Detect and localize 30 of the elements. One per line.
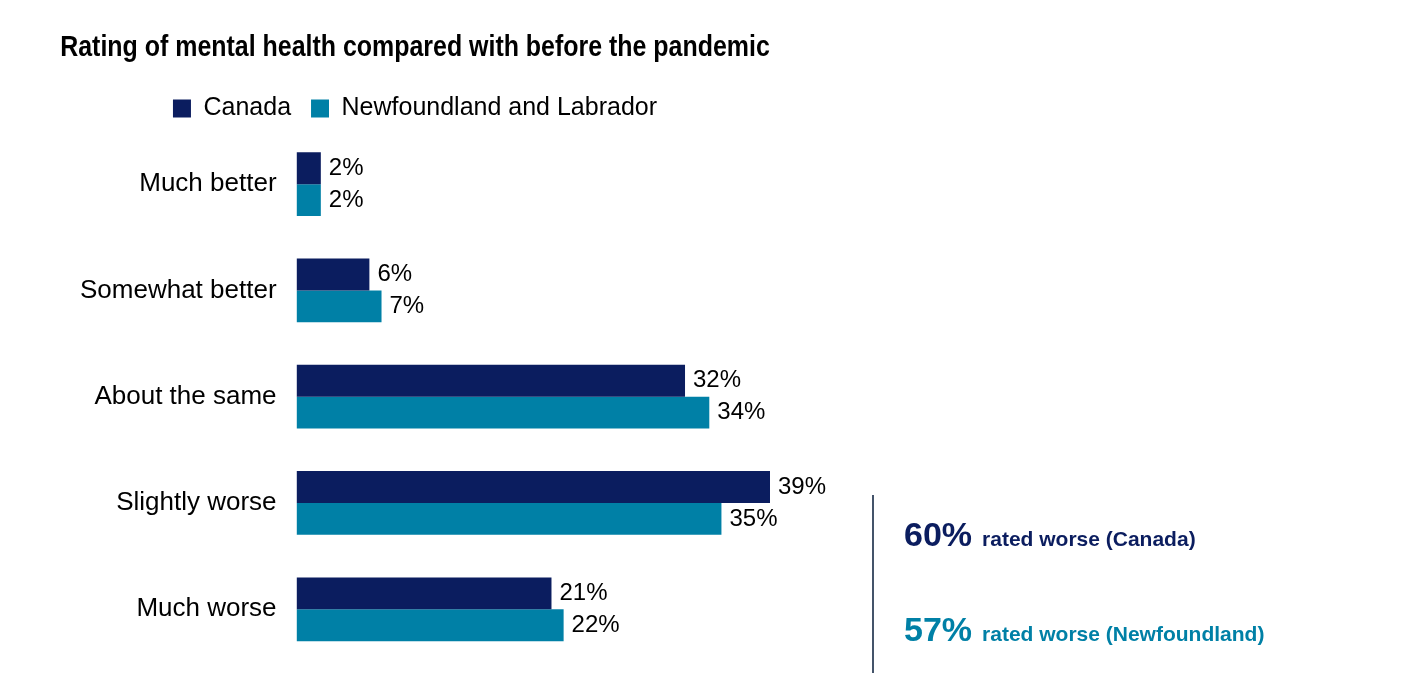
data-label: 6% — [377, 259, 413, 287]
legend-label: Newfoundland and Labrador — [341, 92, 658, 121]
data-label: 34% — [717, 397, 766, 425]
legend-label: Canada — [203, 92, 292, 121]
data-label: 2% — [328, 152, 364, 180]
data-label: 7% — [389, 290, 425, 318]
y-tick-label: About the same — [94, 379, 277, 410]
y-tick-label: Slightly worse — [116, 486, 277, 517]
bar — [296, 609, 564, 642]
bar — [296, 471, 770, 503]
bar — [296, 502, 722, 535]
y-tick-label: Much worse — [136, 592, 277, 623]
text: 57% rated worse (Newfoundland) — [904, 610, 1265, 649]
chart-title: Rating of mental health compared with before the pandemic — [60, 29, 770, 63]
bar — [296, 364, 686, 397]
bar — [296, 152, 321, 185]
data-label: 35% — [729, 503, 778, 531]
data-label: 22% — [571, 609, 620, 637]
y-tick-label: Somewhat better — [79, 273, 277, 304]
bar — [296, 396, 710, 429]
data-label: 21% — [559, 577, 608, 605]
text: 60% rated worse (Canada) — [904, 515, 1196, 554]
bar — [296, 290, 382, 323]
y-tick-label: Much better — [139, 167, 277, 198]
bar — [296, 184, 321, 217]
bar — [296, 577, 552, 610]
bar — [296, 258, 370, 291]
data-label: 39% — [778, 471, 827, 499]
data-label: 2% — [328, 184, 364, 212]
data-label: 32% — [693, 365, 742, 393]
